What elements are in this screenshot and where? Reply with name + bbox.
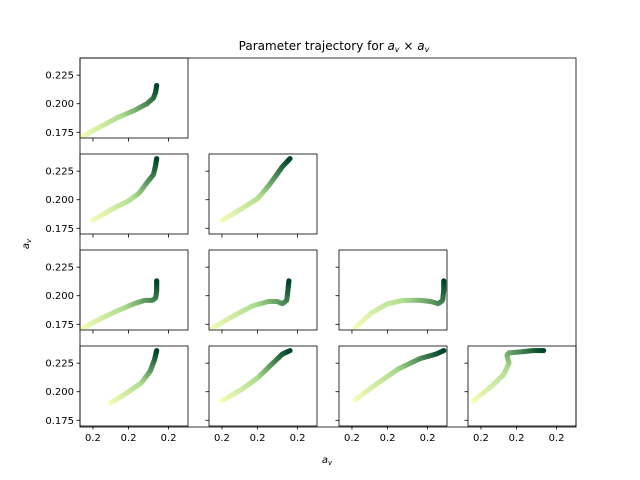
x-axis-label: av bbox=[322, 455, 333, 467]
trajectory-point bbox=[441, 347, 447, 354]
panel-r3-c0: 0.175 0.200 0.225 0.2 0.2 0.2 bbox=[45, 345, 189, 444]
y-tick-label: 0.200 bbox=[45, 99, 74, 110]
trajectory bbox=[209, 278, 292, 330]
outer-frame bbox=[79, 57, 577, 428]
panel-frame bbox=[208, 153, 318, 235]
x-tick-label: 0.2 bbox=[85, 433, 101, 444]
panel-r3-c2: 0.2 0.2 0.2 bbox=[335, 345, 448, 444]
trajectory-point bbox=[287, 347, 293, 354]
panel-frame bbox=[79, 153, 189, 235]
trajectory-point bbox=[154, 278, 160, 284]
panel-r2-c0: 0.175 0.200 0.225 bbox=[45, 249, 189, 334]
panel-frame bbox=[79, 249, 189, 331]
x-tick-label: 0.2 bbox=[473, 433, 489, 444]
x-tick-label: 0.2 bbox=[290, 433, 306, 444]
y-tick-label: 0.225 bbox=[45, 167, 74, 178]
x-tick-label: 0.2 bbox=[549, 433, 565, 444]
trajectory bbox=[352, 278, 447, 330]
trajectory-point bbox=[441, 278, 447, 284]
trajectory bbox=[219, 155, 293, 223]
y-tick-label: 0.175 bbox=[45, 128, 74, 139]
trajectory bbox=[80, 82, 160, 138]
y-tick-label: 0.175 bbox=[45, 320, 74, 331]
x-tick-label: 0.2 bbox=[250, 433, 266, 444]
panel-grid: 0.175 0.200 0.225 0.175 0.200 0.225 0.175 0.200… bbox=[45, 57, 577, 444]
y-tick-label: 0.225 bbox=[45, 263, 74, 274]
panel-frame bbox=[467, 345, 577, 427]
panel-frame bbox=[79, 345, 189, 427]
panel-r3-c3: 0.2 0.2 0.2 bbox=[464, 345, 577, 444]
chart-title: Parameter trajectory for av × av bbox=[239, 39, 430, 54]
x-tick-label: 0.2 bbox=[161, 433, 177, 444]
y-tick-label: 0.175 bbox=[45, 416, 74, 427]
x-tick-label: 0.2 bbox=[121, 433, 137, 444]
panel-r2-c2 bbox=[335, 249, 448, 334]
trajectory-point bbox=[541, 347, 547, 354]
x-tick-label: 0.2 bbox=[214, 433, 230, 444]
x-tick-label: 0.2 bbox=[509, 433, 525, 444]
panel-frame bbox=[79, 57, 189, 139]
y-tick-label: 0.200 bbox=[45, 195, 74, 206]
trajectory-point bbox=[286, 278, 292, 284]
panel-frame bbox=[208, 345, 318, 427]
y-tick-label: 0.225 bbox=[45, 71, 74, 82]
trajectory bbox=[107, 347, 160, 406]
trajectory bbox=[470, 347, 547, 404]
trajectory bbox=[219, 347, 293, 404]
x-tick-label: 0.2 bbox=[344, 433, 360, 444]
y-tick-label: 0.200 bbox=[45, 291, 74, 302]
trajectory bbox=[90, 155, 160, 223]
panel-r2-c1 bbox=[205, 249, 318, 334]
trajectory-point bbox=[154, 347, 160, 354]
x-tick-label: 0.2 bbox=[380, 433, 396, 444]
x-tick-label: 0.2 bbox=[420, 433, 436, 444]
y-tick-label: 0.225 bbox=[45, 359, 74, 370]
trajectory-point bbox=[154, 155, 160, 162]
panel-r0-c0: 0.175 0.200 0.225 bbox=[45, 57, 189, 142]
panel-frame bbox=[338, 345, 448, 427]
panel-r1-c0: 0.175 0.200 0.225 bbox=[45, 153, 189, 238]
trajectory bbox=[352, 347, 447, 403]
y-axis-label: av bbox=[21, 238, 33, 249]
y-tick-label: 0.200 bbox=[45, 387, 74, 398]
trajectory bbox=[80, 278, 160, 330]
trajectory-point bbox=[154, 82, 160, 89]
y-tick-label: 0.175 bbox=[45, 224, 74, 235]
panel-frame bbox=[338, 249, 448, 331]
trajectory-point bbox=[287, 155, 293, 162]
panel-r1-c1 bbox=[205, 153, 318, 238]
panel-r3-c1: 0.2 0.2 0.2 bbox=[205, 345, 318, 444]
panel-frame bbox=[208, 249, 318, 331]
